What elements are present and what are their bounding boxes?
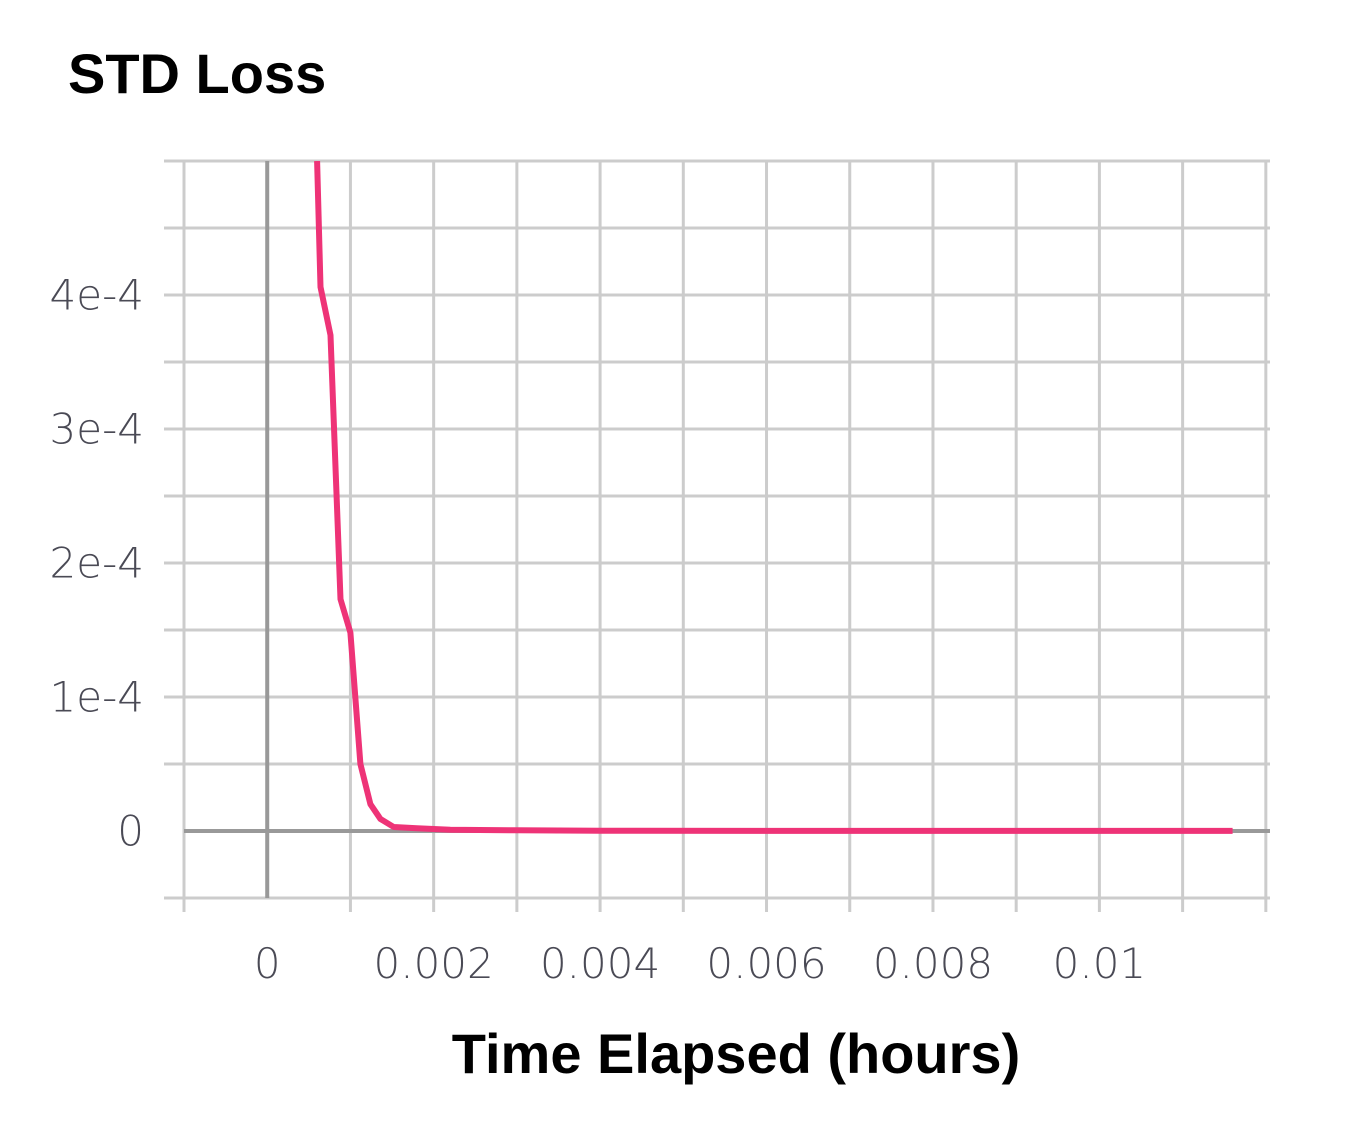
y-tick-label: 3e-4 (50, 405, 144, 454)
x-tick-label: 0.006 (706, 939, 826, 988)
chart-title: STD Loss (68, 42, 327, 105)
x-tick-label: 0.01 (1053, 939, 1147, 988)
y-tick-label: 1e-4 (50, 673, 144, 722)
y-tick-label: 2e-4 (50, 539, 144, 588)
y-tick-label: 0 (117, 807, 144, 856)
y-tick-label: 4e-4 (50, 271, 144, 320)
x-tick-label: 0.008 (873, 939, 993, 988)
x-axis-label: Time Elapsed (hours) (451, 1022, 1021, 1085)
x-tick-label: 0.002 (374, 939, 494, 988)
x-tick-label: 0.004 (540, 939, 660, 988)
x-tick-label: 0 (254, 939, 281, 988)
series-line (314, 161, 1233, 834)
